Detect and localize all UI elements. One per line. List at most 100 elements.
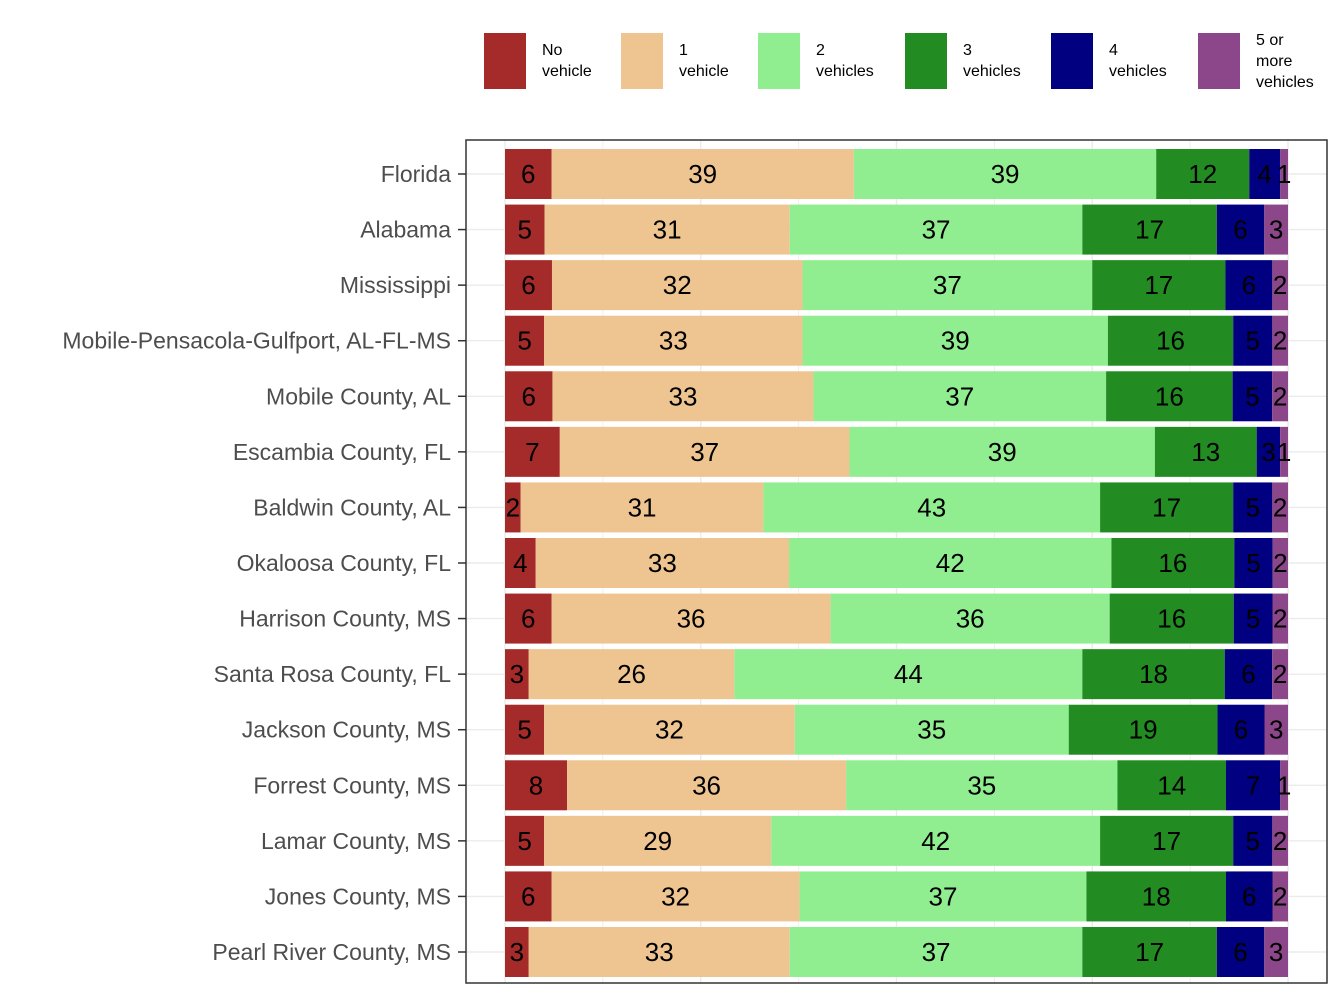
bar-segment	[505, 426, 560, 477]
bar-segment	[505, 871, 552, 922]
bar-segment	[1082, 204, 1217, 255]
bar-segment	[1109, 593, 1234, 644]
bar-segment	[520, 482, 764, 533]
bar-segment	[1280, 426, 1288, 477]
bar-value-label: 29	[643, 826, 672, 856]
y-tick-label: Alabama	[360, 217, 451, 243]
bar-value-label: 17	[1152, 492, 1181, 522]
legend-label-line: vehicle	[542, 63, 592, 80]
bar-segment	[551, 593, 831, 644]
bar-value-label: 3	[1269, 715, 1283, 745]
bar-value-label: 19	[1129, 715, 1158, 745]
bar-segment	[505, 149, 552, 199]
bar-value-label: 16	[1157, 604, 1186, 634]
bar-segment	[802, 260, 1093, 311]
bar-value-label: 6	[1242, 270, 1256, 300]
legend-label: 5 or more vehicles	[1256, 31, 1344, 91]
bar-value-label: 1	[1277, 770, 1291, 800]
y-axis: Florida Alabama Mississippi Mobile-Pensacol…	[62, 161, 466, 965]
bar-segment	[1068, 704, 1218, 755]
bar-segment	[849, 426, 1155, 477]
bar-segment	[1216, 204, 1265, 255]
bar-value-label: 2	[1273, 548, 1287, 578]
bars	[505, 149, 1288, 977]
bar-value-label: 42	[936, 548, 965, 578]
bar-segment	[1272, 649, 1288, 700]
bar-segment	[1082, 927, 1217, 977]
legend-label-line: 2	[816, 42, 825, 59]
bar-value-label: 6	[1234, 715, 1248, 745]
bar-value-label: 37	[929, 881, 958, 911]
bar-value-label: 33	[659, 326, 688, 356]
bar-value-label: 16	[1155, 381, 1184, 411]
bar-segment	[551, 149, 854, 199]
bar-segment	[1225, 871, 1273, 922]
bar-segment	[505, 649, 529, 700]
bar-value-label: 5	[517, 715, 531, 745]
legend-label-line: 1	[679, 42, 688, 59]
bar-segment	[559, 426, 850, 477]
bar-value-label: 6	[521, 381, 535, 411]
bar-segment	[1224, 649, 1273, 700]
bar-segment	[1156, 149, 1250, 199]
bar-value-label: 1	[1277, 159, 1291, 189]
bar-value-label: 2	[1273, 659, 1287, 689]
bar-value-label: 2	[1273, 826, 1287, 856]
bar-value-label: 35	[967, 770, 996, 800]
legend: No vehicle 1 vehicle 2 vehicles 3 vehicles 4 vehi…	[0, 0, 1344, 110]
legend-swatch	[1198, 33, 1240, 89]
bar-segment	[846, 760, 1118, 811]
bar-value-label: 2	[506, 492, 520, 522]
bar-segment	[1280, 149, 1288, 199]
bar-segment	[799, 871, 1087, 922]
bar-segment	[1225, 260, 1273, 311]
bar-segment	[1107, 315, 1234, 366]
y-tick-label: Lamar County, MS	[261, 828, 451, 854]
legend-label-line: vehicle	[679, 63, 729, 80]
legend-label-line: 4	[1109, 42, 1118, 59]
y-tick-label: Jackson County, MS	[242, 717, 451, 743]
bar-segment	[1272, 593, 1288, 644]
bar-segment	[802, 315, 1108, 366]
legend-label-line: more	[1256, 52, 1293, 70]
bar-value-label: 3	[1269, 215, 1283, 245]
bar-value-label: 2	[1273, 604, 1287, 634]
bar-segment	[1232, 371, 1273, 422]
bar-value-label: 17	[1135, 215, 1164, 245]
y-tick-label: Baldwin County, AL	[253, 494, 451, 520]
bar-segment	[551, 260, 803, 311]
y-tick-label: Mississippi	[340, 272, 451, 298]
bar-value-label: 36	[692, 770, 721, 800]
bar-value-label: 5	[517, 826, 531, 856]
bar-value-label: 1	[1277, 437, 1291, 467]
bar-value-label: 5	[1245, 381, 1259, 411]
legend-label: 1 vehicle	[679, 33, 769, 89]
bar-value-label: 6	[521, 270, 535, 300]
legend-label-line: No	[542, 42, 563, 59]
bar-segment	[763, 482, 1101, 533]
legend-swatch	[484, 33, 526, 89]
bar-segment	[1216, 927, 1265, 977]
bar-value-label: 39	[988, 437, 1017, 467]
bar-value-label: 35	[917, 715, 946, 745]
bar-value-label: 37	[945, 381, 974, 411]
bar-value-label: 17	[1135, 937, 1164, 967]
bar-segment	[1225, 760, 1281, 811]
y-tick-label: Forrest County, MS	[253, 772, 451, 798]
legend-label-line: 5 or	[1256, 31, 1284, 49]
bar-value-label: 5	[1246, 492, 1260, 522]
bar-segment	[505, 482, 521, 533]
bar-segment	[1272, 538, 1288, 588]
bar-segment	[789, 538, 1112, 588]
bar-segment	[794, 704, 1069, 755]
legend-swatch	[621, 33, 663, 89]
bar-segment	[1272, 315, 1288, 366]
bar-segment	[535, 538, 790, 588]
bar-value-label: 39	[941, 326, 970, 356]
bar-segment	[1086, 871, 1226, 922]
bar-value-label: 6	[1233, 215, 1247, 245]
bar-segment	[528, 927, 790, 977]
bar-value-label: 33	[668, 381, 697, 411]
bar-segment	[1100, 482, 1234, 533]
